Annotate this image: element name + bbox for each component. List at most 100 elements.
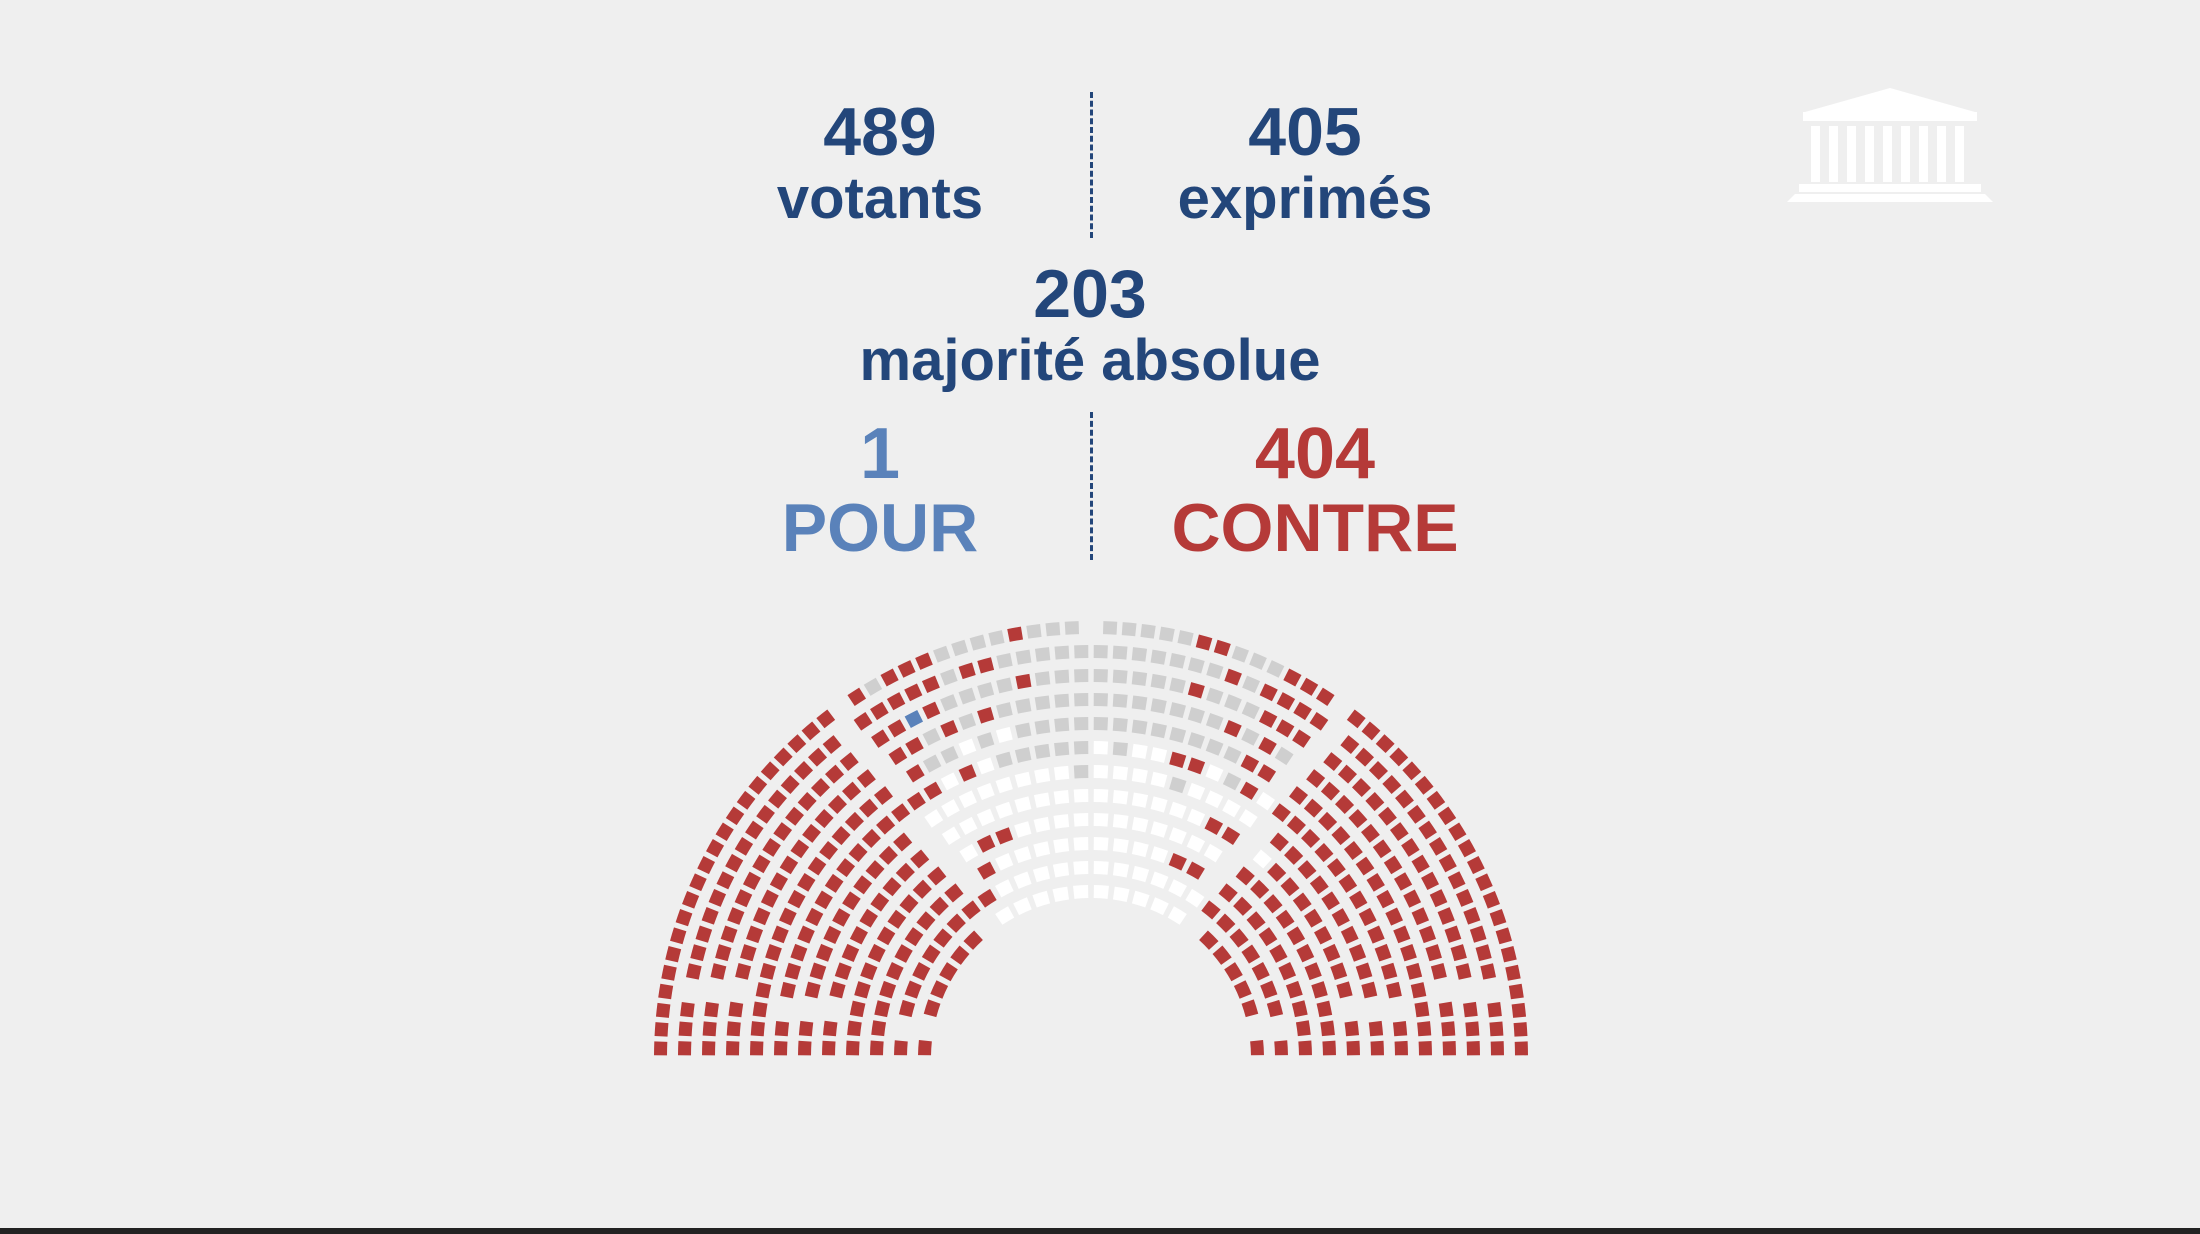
seat-contre: [1301, 828, 1321, 848]
seat-contre: [1487, 1001, 1502, 1018]
seat-absent: [1015, 698, 1032, 714]
seat-contre: [725, 806, 745, 826]
seat-abstention: [1014, 771, 1032, 788]
seat-abstention: [1203, 843, 1223, 863]
seat-absent: [1093, 669, 1108, 683]
seat-contre: [1361, 823, 1380, 843]
seat-contre: [1322, 1040, 1336, 1056]
seat-contre: [1438, 1001, 1454, 1018]
seat-contre: [675, 909, 693, 927]
seat-contre: [771, 925, 789, 944]
seat-contre: [977, 861, 996, 880]
seat-contre: [1299, 677, 1319, 696]
seat-abstention: [1093, 885, 1109, 899]
seat-contre: [760, 761, 780, 781]
seat-contre: [930, 980, 949, 999]
seat-absent: [863, 677, 883, 696]
seat-contre: [745, 820, 764, 840]
seat-contre: [810, 777, 831, 798]
seat-contre: [1368, 1020, 1384, 1037]
seat-contre: [977, 707, 995, 724]
seat-contre: [1304, 908, 1323, 928]
seat-contre: [894, 944, 913, 963]
seat-contre: [1187, 682, 1205, 699]
seat-contre: [1269, 944, 1288, 963]
seat-absent: [933, 645, 951, 663]
seat-abstention: [1013, 871, 1032, 889]
seat-absent: [1014, 747, 1032, 763]
seat-absent: [1187, 707, 1205, 724]
seat-contre: [867, 943, 886, 963]
seat-abstention: [1150, 897, 1169, 916]
seat-contre: [1292, 892, 1312, 912]
seat-abstention: [1187, 782, 1206, 801]
seat-contre: [1315, 687, 1335, 706]
seat-contre: [1442, 1041, 1456, 1056]
seat-contre: [846, 1040, 860, 1056]
seat-contre: [1426, 790, 1446, 810]
seat-absent: [1015, 649, 1032, 665]
seat-contre: [963, 930, 983, 950]
seat-contre: [790, 943, 808, 962]
seat-contre: [1455, 888, 1474, 907]
seat-abstention: [1093, 765, 1109, 779]
seat-contre: [853, 875, 873, 895]
seat-contre: [726, 1021, 741, 1037]
seat-contre: [874, 1000, 891, 1018]
seat-contre: [927, 866, 947, 886]
seat-contre: [780, 774, 800, 795]
seat-abstention: [1052, 862, 1070, 878]
seat-contre: [750, 1021, 765, 1037]
seat-contre: [1286, 815, 1306, 835]
seat-contre: [1221, 826, 1241, 845]
seat-contre: [995, 827, 1014, 845]
seat-abstention: [958, 816, 978, 835]
seat-contre: [708, 888, 727, 907]
seat-abstention: [995, 776, 1013, 794]
seat-abstention: [1131, 865, 1150, 883]
seat-absent: [1222, 772, 1242, 791]
seat-abstention: [1093, 813, 1109, 827]
seat-abstention: [1073, 837, 1089, 851]
seat-abstention: [1073, 789, 1089, 803]
seat-abstention: [1168, 879, 1187, 898]
seat-contre: [1337, 764, 1358, 784]
seat-abstention: [959, 843, 979, 863]
seat-contre: [882, 877, 902, 897]
seat-contre: [1403, 889, 1422, 908]
seat-contre: [1438, 853, 1457, 873]
majority-count: 203: [1033, 256, 1147, 332]
seat-contre: [778, 907, 797, 926]
seat-contre: [1365, 791, 1385, 812]
seat-contre: [1007, 626, 1024, 642]
seat-contre: [860, 962, 878, 981]
seat-absent: [1169, 776, 1187, 794]
seat-contre: [1448, 822, 1467, 842]
seat-contre: [1275, 909, 1295, 929]
seat-contre: [655, 1002, 671, 1018]
seat-contre: [918, 1040, 932, 1056]
seat-absent: [1112, 645, 1128, 660]
seat-contre: [1400, 943, 1417, 962]
seat-absent: [1241, 727, 1260, 746]
seat-contre: [1260, 980, 1278, 999]
majority-label: majorité absolue: [859, 328, 1321, 393]
seat-contre: [904, 683, 923, 702]
seat-abstention: [1093, 741, 1109, 755]
seat-contre: [1250, 879, 1270, 899]
seat-contre: [802, 823, 821, 843]
seat-contre: [720, 925, 738, 943]
seat-absent: [1054, 717, 1070, 732]
expressed-count: 405: [1248, 94, 1362, 170]
seat-abstention: [1167, 906, 1187, 925]
seat-contre: [842, 781, 862, 801]
seat-abstention: [1205, 764, 1224, 782]
seat-contre: [887, 909, 907, 929]
seat-contre: [841, 943, 860, 962]
seat-contre: [1475, 944, 1492, 962]
seat-contre: [977, 888, 997, 908]
seat-absent: [1034, 671, 1051, 686]
seat-contre: [929, 896, 949, 916]
seat-contre: [1257, 764, 1277, 783]
